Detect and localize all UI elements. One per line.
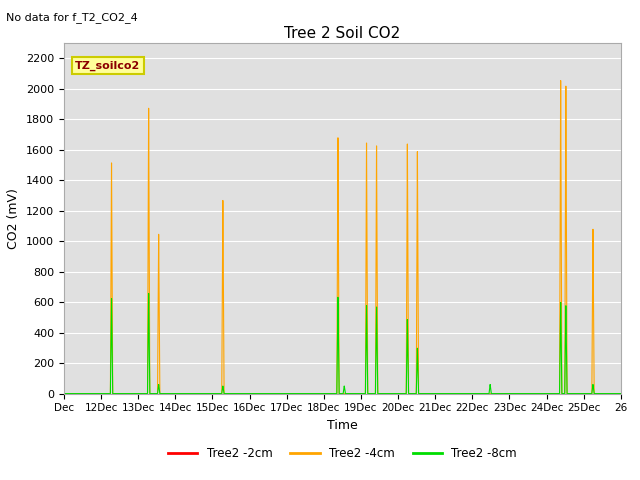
Tree2 -8cm: [397, 391, 404, 396]
Tree2 -4cm: [199, 391, 207, 396]
Tree2 -4cm: [323, 391, 331, 396]
Tree2 -4cm: [617, 391, 625, 396]
Tree2 -4cm: [60, 391, 68, 396]
Tree2 -8cm: [324, 391, 332, 396]
Tree2 -4cm: [417, 391, 425, 396]
X-axis label: Time: Time: [327, 419, 358, 432]
Tree2 -8cm: [581, 391, 589, 396]
Tree2 -8cm: [145, 290, 152, 296]
Y-axis label: CO2 (mV): CO2 (mV): [8, 188, 20, 249]
Tree2 -4cm: [581, 391, 589, 396]
Legend: Tree2 -2cm, Tree2 -4cm, Tree2 -8cm: Tree2 -2cm, Tree2 -4cm, Tree2 -8cm: [163, 443, 522, 465]
Tree2 -8cm: [459, 391, 467, 396]
Tree2 -8cm: [60, 391, 68, 396]
Line: Tree2 -4cm: Tree2 -4cm: [64, 81, 621, 394]
Title: Tree 2 Soil CO2: Tree 2 Soil CO2: [284, 25, 401, 41]
Line: Tree2 -8cm: Tree2 -8cm: [64, 293, 621, 394]
Tree2 -4cm: [397, 391, 404, 396]
Tree2 -8cm: [418, 391, 426, 396]
Tree2 -8cm: [617, 391, 625, 396]
Tree2 -4cm: [459, 391, 467, 396]
Tree2 -8cm: [199, 391, 207, 396]
Text: No data for f_T2_CO2_4: No data for f_T2_CO2_4: [6, 12, 138, 23]
Tree2 -4cm: [557, 78, 564, 84]
Text: TZ_soilco2: TZ_soilco2: [75, 61, 140, 71]
